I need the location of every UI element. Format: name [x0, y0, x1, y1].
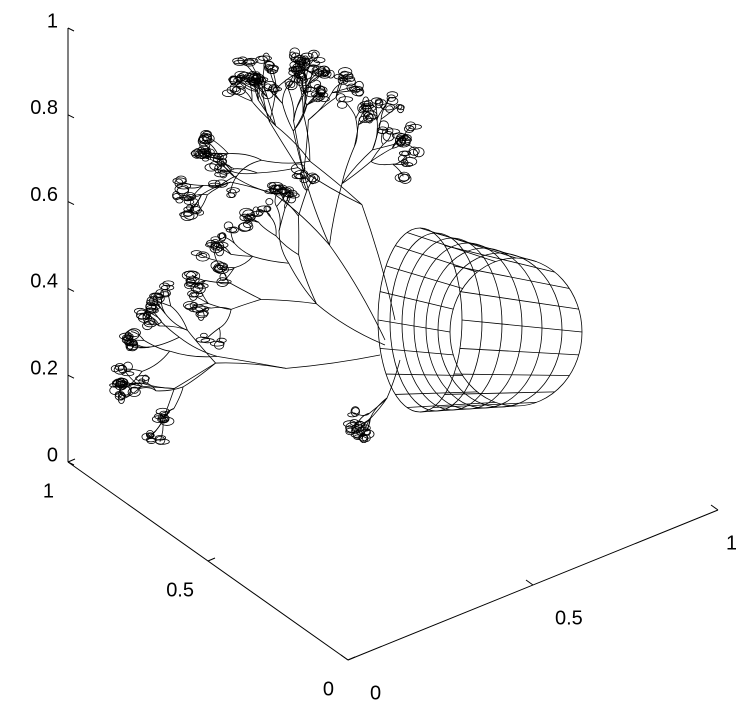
- branch: [219, 309, 231, 328]
- x-tick-label: 1: [726, 532, 736, 554]
- x-tick-label: 0.5: [555, 607, 583, 629]
- branch: [310, 161, 362, 204]
- branch: [342, 161, 371, 183]
- branch: [163, 389, 175, 421]
- branch: [152, 310, 162, 322]
- leaf: [376, 100, 383, 105]
- branch: [329, 184, 342, 245]
- branch: [179, 337, 217, 356]
- branch: [207, 328, 219, 339]
- branch: [354, 125, 358, 147]
- branch: [198, 195, 207, 211]
- branch: [253, 256, 289, 263]
- z-tick-label: 0.4: [30, 271, 58, 293]
- branch: [174, 387, 183, 409]
- branch: [372, 143, 401, 150]
- branch: [231, 299, 261, 309]
- y-tick: [348, 657, 355, 660]
- branch: [282, 103, 293, 131]
- branch: [183, 183, 203, 185]
- hull-ring: [378, 228, 462, 412]
- branch: [259, 222, 276, 236]
- x-tick-label: 0: [370, 682, 381, 704]
- branch: [235, 177, 274, 194]
- branch: [187, 330, 215, 363]
- leaf: [143, 322, 153, 330]
- branch: [174, 363, 215, 388]
- hull-line: [433, 233, 536, 262]
- branch: [219, 328, 220, 341]
- branch: [277, 207, 281, 231]
- branch: [299, 255, 317, 304]
- branch: [228, 154, 261, 161]
- x-tick: [711, 505, 718, 510]
- branch: [276, 126, 310, 161]
- branch: [288, 89, 294, 122]
- branch: [234, 243, 252, 256]
- leaf: [346, 428, 355, 435]
- leaf: [289, 52, 296, 60]
- mesh: [110, 48, 582, 445]
- z-tick: [68, 115, 74, 118]
- z-tick-label: 0.8: [30, 97, 58, 119]
- z-tick: [68, 288, 74, 291]
- hull-ring: [414, 243, 522, 409]
- leaf: [308, 50, 319, 58]
- leaf: [266, 199, 273, 205]
- branch: [298, 191, 306, 217]
- hull-line: [445, 246, 555, 273]
- leaf: [264, 81, 276, 89]
- branch: [183, 363, 216, 387]
- z-tick: [68, 202, 74, 205]
- z-tick-label: 0: [47, 444, 58, 466]
- branch: [329, 245, 385, 340]
- leaf: [337, 101, 347, 108]
- page: 00.20.40.60.8100.5100.51 (() => { const …: [0, 0, 736, 706]
- y-tick-label: 0: [323, 678, 334, 700]
- hull-ring: [438, 253, 562, 407]
- z-tick: [68, 375, 74, 378]
- branch: [229, 282, 261, 299]
- branch: [304, 120, 309, 173]
- branch: [216, 363, 286, 369]
- hull-line: [460, 292, 579, 310]
- x-tick: [341, 655, 348, 660]
- hull-ring: [390, 233, 482, 411]
- branch: [234, 169, 257, 173]
- leaf: [336, 94, 345, 102]
- branch: [142, 351, 170, 371]
- branch: [269, 122, 298, 168]
- y-tick: [208, 558, 215, 561]
- z-tick-label: 0.6: [30, 184, 58, 206]
- branch: [261, 299, 316, 303]
- branch: [262, 160, 310, 163]
- leaf: [224, 222, 233, 230]
- branch: [371, 148, 392, 161]
- leaf: [228, 189, 236, 197]
- branch: [304, 173, 330, 246]
- branch: [316, 304, 385, 345]
- chart: 0 0.2 0.4 0.6 0.8 1 0 0.5 1 0 0.5 1: [0, 0, 736, 706]
- y-tick-label: 1: [43, 480, 54, 502]
- y-tick-label: 0.5: [166, 579, 194, 601]
- z-tick: [68, 28, 74, 31]
- x-tick: [526, 580, 533, 585]
- branch: [371, 161, 393, 164]
- branch: [342, 146, 354, 183]
- y-tick: [68, 459, 75, 462]
- leaf: [355, 81, 363, 90]
- branch: [234, 256, 252, 267]
- branch: [372, 121, 377, 150]
- z-tick-label: 0.2: [30, 357, 58, 379]
- leaf: [339, 97, 353, 102]
- branch: [371, 144, 383, 161]
- hull-line: [386, 266, 463, 289]
- branch: [286, 355, 380, 368]
- branch: [370, 398, 387, 419]
- z-tick-label: 1: [47, 10, 58, 32]
